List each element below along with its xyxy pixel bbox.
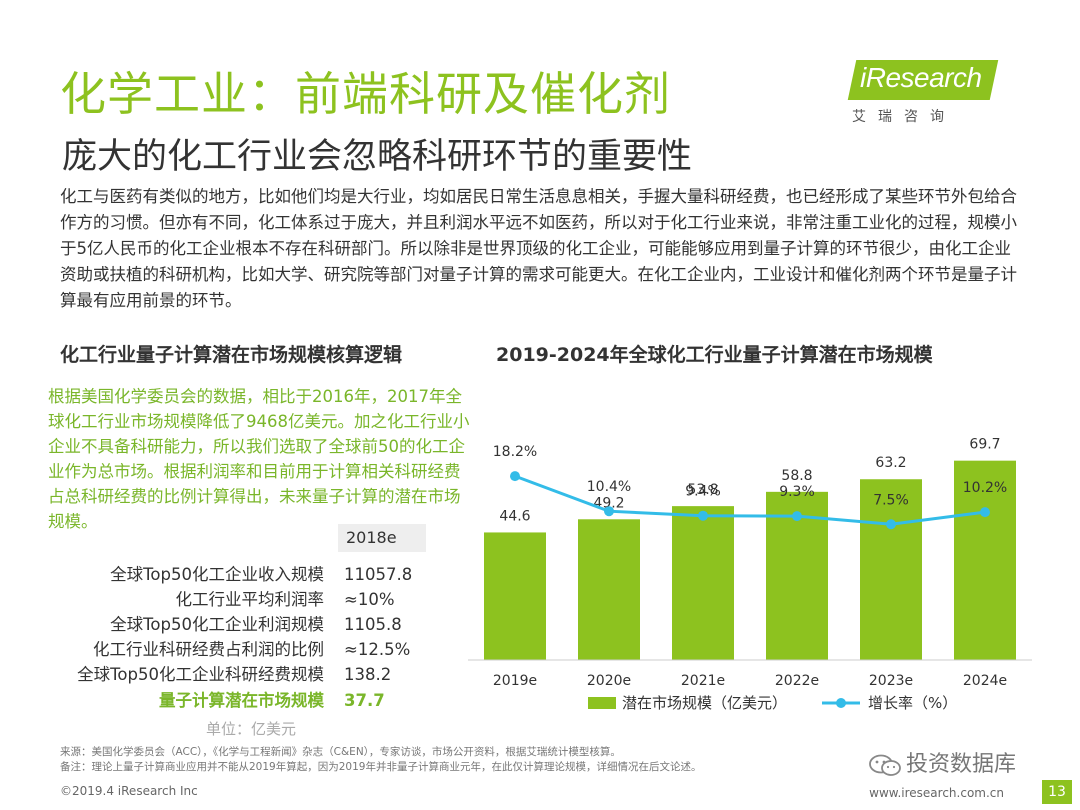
growth-rate-label: 10.2% — [963, 480, 1007, 496]
page-subtitle: 庞大的化工行业会忽略科研环节的重要性 — [62, 137, 693, 177]
source-note: 来源：美国化学委员会（ACC），《化学与工程新闻》杂志（C&EN），专家访谈，市… — [60, 746, 621, 758]
logo-word: iResearch — [860, 62, 982, 93]
growth-rate-point — [510, 471, 520, 482]
bar-value-label: 69.7 — [969, 437, 1000, 453]
row-label: 化工行业科研经费占利润的比例 — [93, 640, 324, 659]
page-number: 13 — [1042, 780, 1072, 804]
bar-value-label: 58.8 — [781, 468, 812, 484]
row-label: 量子计算潜在市场规模 — [159, 691, 324, 710]
x-tick-label: 2021e — [681, 673, 725, 689]
table-row: 全球Top50化工企业收入规模 11057.8 — [20, 562, 420, 588]
iresearch-logo: iResearch 艾瑞咨询 — [847, 56, 1022, 126]
x-tick-label: 2024e — [963, 673, 1007, 689]
row-value: ≈12.5% — [344, 640, 411, 659]
growth-rate-point — [792, 511, 802, 522]
row-label: 全球Top50化工企业收入规模 — [110, 565, 324, 584]
legend-line-label: 增长率（%） — [868, 694, 957, 712]
remark-note: 备注：理论上量子计算商业应用并不能从2019年算起，因为2019年并非量子计算商… — [60, 761, 702, 773]
growth-rate-label: 9.4% — [685, 484, 721, 500]
watermark-text: 投资数据库 — [906, 752, 1017, 777]
table-column-header: 2018e — [338, 524, 426, 552]
chart-title: 2019-2024年全球化工行业量子计算潜在市场规模 — [496, 344, 933, 366]
x-tick-label: 2019e — [493, 673, 537, 689]
x-tick-label: 2020e — [587, 673, 631, 689]
growth-rate-label: 7.5% — [873, 492, 909, 508]
table-row: 化工行业平均利润率 ≈10% — [20, 587, 420, 613]
intro-paragraph: 化工与医药有类似的地方，比如他们均是大行业，均如居民日常生活息息相关，手握大量科… — [60, 187, 1017, 310]
bar-2021e — [672, 506, 734, 660]
row-label: 化工行业平均利润率 — [175, 590, 325, 609]
legend-line-marker — [836, 698, 846, 708]
wechat-icon — [869, 754, 901, 776]
row-value: 37.7 — [344, 691, 385, 710]
bar-2023e — [860, 479, 922, 660]
table-row-highlight: 量子计算潜在市场规模 37.7 — [20, 688, 420, 714]
row-value: 11057.8 — [344, 565, 413, 584]
x-tick-label: 2023e — [869, 673, 913, 689]
logo-cn: 艾瑞咨询 — [852, 109, 956, 125]
copyright: ©2019.4 iResearch Inc — [60, 784, 198, 798]
bar-value-label: 63.2 — [875, 455, 906, 471]
growth-rate-point — [604, 506, 614, 517]
bar-2019e — [484, 532, 546, 660]
growth-rate-point — [980, 507, 990, 518]
table-row: 全球Top50化工企业科研经费规模 138.2 — [20, 662, 420, 688]
growth-rate-label: 18.2% — [493, 444, 537, 460]
unit-note: 单位：亿美元 — [206, 720, 297, 738]
site-url[interactable]: www.iresearch.com.cn — [869, 786, 1004, 800]
row-value: 1105.8 — [344, 615, 402, 634]
bar-value-label: 53.8 — [687, 482, 718, 498]
bar-2020e — [578, 519, 640, 660]
growth-rate-label: 9.3% — [779, 484, 815, 500]
row-value: ≈10% — [344, 590, 395, 609]
growth-rate-point — [886, 519, 896, 530]
growth-rate-line — [514, 474, 986, 526]
row-label: 全球Top50化工企业科研经费规模 — [77, 665, 324, 684]
row-value: 138.2 — [344, 665, 392, 684]
watermark: 投资数据库 — [868, 746, 1016, 778]
left-section-heading: 化工行业量子计算潜在市场规模核算逻辑 — [60, 344, 403, 366]
footer-notes: 来源：美国化学委员会（ACC），《化学与工程新闻》杂志（C&EN），专家访谈，市… — [60, 745, 840, 775]
page-title: 化学工业：前端科研及催化剂 — [60, 67, 671, 121]
table-row: 全球Top50化工企业利润规模 1105.8 — [20, 612, 420, 638]
method-description: 根据美国化学委员会的数据，相比于2016年，2017年全球化工行业市场规模降低了… — [48, 387, 470, 531]
growth-rate-point — [698, 510, 708, 521]
bar-2024e — [954, 460, 1016, 660]
legend-bar-label: 潜在市场规模（亿美元） — [622, 694, 787, 712]
x-tick-label: 2022e — [775, 673, 819, 689]
table-row: 化工行业科研经费占利润的比例 ≈12.5% — [20, 637, 420, 663]
bar-value-label: 44.6 — [499, 508, 530, 524]
growth-rate-label: 10.4% — [587, 479, 631, 495]
legend-bar-swatch — [588, 697, 616, 709]
market-size-chart: 44.62019e49.22020e53.82021e58.82022e63.2… — [468, 437, 1032, 712]
row-label: 全球Top50化工企业利润规模 — [110, 615, 324, 634]
